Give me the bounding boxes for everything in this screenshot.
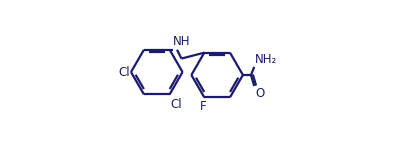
Text: Cl: Cl	[118, 66, 130, 79]
Text: O: O	[255, 87, 264, 100]
Text: F: F	[200, 100, 207, 113]
Text: NH: NH	[173, 35, 191, 48]
Text: NH₂: NH₂	[255, 53, 277, 66]
Text: Cl: Cl	[170, 98, 182, 111]
